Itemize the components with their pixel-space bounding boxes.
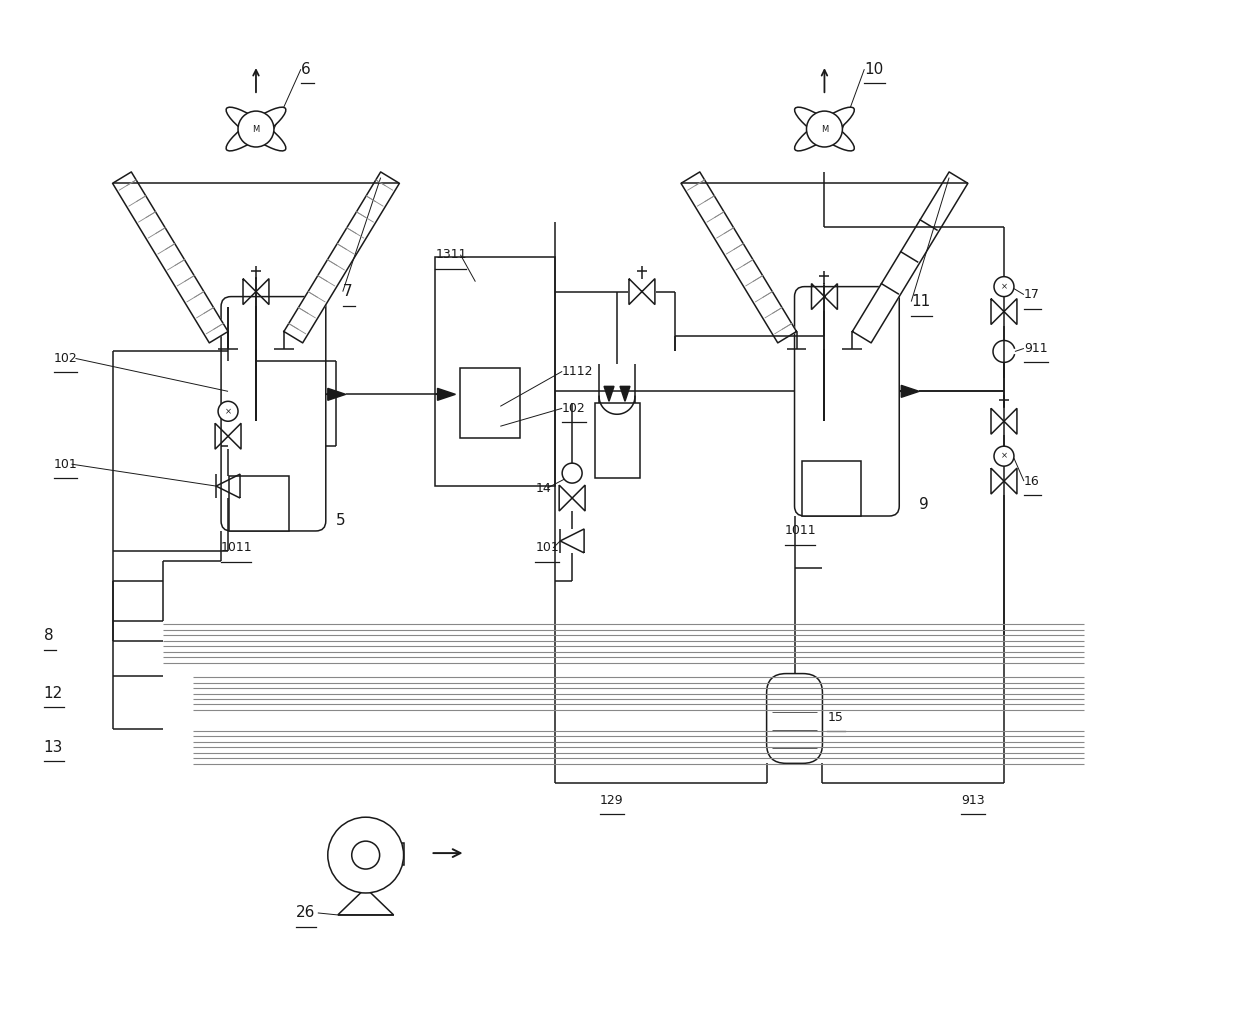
Ellipse shape	[226, 107, 286, 151]
Circle shape	[238, 111, 274, 147]
Text: M: M	[821, 124, 828, 134]
Text: M: M	[253, 124, 259, 134]
Text: 26: 26	[296, 905, 315, 920]
Bar	[366, 843, 403, 865]
Text: 101: 101	[536, 542, 559, 554]
Circle shape	[994, 447, 1014, 466]
Circle shape	[806, 111, 842, 147]
Polygon shape	[337, 888, 393, 915]
Bar	[435, 257, 556, 486]
Text: 16: 16	[1024, 474, 1039, 488]
Text: 102: 102	[562, 402, 587, 414]
FancyBboxPatch shape	[221, 296, 326, 531]
Bar	[460, 369, 521, 438]
Circle shape	[327, 817, 403, 893]
Polygon shape	[113, 172, 228, 343]
Text: 17: 17	[1024, 288, 1040, 301]
Text: 102: 102	[53, 352, 77, 365]
Text: 1011: 1011	[221, 542, 253, 554]
Text: 101: 101	[53, 458, 77, 470]
Ellipse shape	[795, 107, 854, 151]
FancyBboxPatch shape	[795, 287, 899, 516]
Text: 13: 13	[43, 740, 63, 755]
FancyArrow shape	[620, 386, 630, 401]
Text: 129: 129	[600, 794, 624, 807]
Text: 8: 8	[43, 628, 53, 643]
Bar	[222, 374, 234, 409]
Text: 10: 10	[864, 62, 884, 77]
Text: 1112: 1112	[562, 365, 594, 378]
Text: 15: 15	[827, 711, 843, 724]
Text: 913: 913	[961, 794, 985, 807]
FancyArrow shape	[604, 386, 614, 401]
FancyArrow shape	[899, 385, 919, 398]
Text: ×: ×	[1001, 452, 1007, 461]
Circle shape	[562, 463, 582, 483]
Text: 12: 12	[43, 686, 63, 701]
Bar	[801, 461, 862, 516]
Text: 9: 9	[919, 496, 929, 512]
Text: 14: 14	[536, 482, 551, 494]
Polygon shape	[852, 172, 968, 343]
FancyArrow shape	[435, 388, 455, 400]
FancyBboxPatch shape	[766, 673, 822, 764]
Text: ×: ×	[224, 407, 232, 415]
Bar	[229, 477, 289, 531]
Text: 7: 7	[342, 284, 352, 299]
Text: 6: 6	[301, 62, 310, 77]
Circle shape	[352, 841, 379, 869]
Circle shape	[994, 277, 1014, 296]
Text: ×: ×	[1001, 282, 1007, 291]
Polygon shape	[681, 172, 796, 343]
Bar	[595, 403, 640, 478]
Ellipse shape	[795, 107, 854, 151]
Text: 1011: 1011	[785, 524, 816, 538]
Text: 11: 11	[911, 294, 930, 309]
Text: 5: 5	[336, 514, 346, 528]
Text: 911: 911	[1024, 342, 1048, 355]
Circle shape	[218, 401, 238, 422]
Ellipse shape	[226, 107, 286, 151]
FancyArrow shape	[326, 388, 346, 400]
Text: 1311: 1311	[435, 249, 467, 261]
Polygon shape	[284, 172, 399, 343]
